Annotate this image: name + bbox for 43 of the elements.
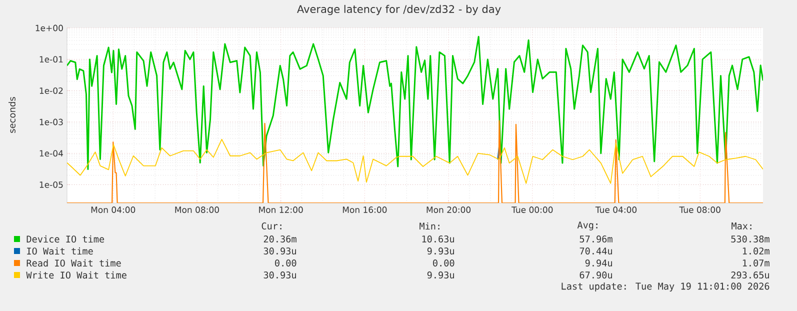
legend-label: Read IO Wait time	[26, 259, 121, 267]
legend-label: Device IO time	[26, 235, 104, 243]
text: 30.93u	[264, 247, 296, 255]
text: 530.38m	[731, 235, 770, 243]
chart-title: Average latency for /dev/zd32 - by day	[297, 4, 501, 16]
line-series	[67, 36, 764, 170]
y-axis-title: seconds	[8, 97, 16, 133]
text: 1.02m	[742, 247, 770, 255]
x-tick-label: Mon 12:00	[259, 206, 303, 213]
x-tick-label: Tue 04:00	[595, 206, 637, 213]
legend-label: Write IO Wait time	[26, 271, 126, 279]
text: 10.63u	[422, 235, 454, 243]
y-tick-label: 1e-05	[40, 181, 63, 188]
x-tick-label: Mon 20:00	[426, 206, 471, 213]
x-tick-label: Tue 00:00	[512, 206, 553, 213]
text: 9.93u	[427, 247, 454, 255]
text: 57.96m	[580, 235, 612, 243]
x-tick-label: Mon 04:00	[91, 206, 136, 213]
y-tick-label: 1e-01	[40, 56, 63, 63]
text: 30.93u	[264, 271, 296, 279]
text: Min:	[420, 222, 440, 230]
text: 9.94u	[585, 259, 612, 267]
legend-label: IO Wait time	[27, 247, 93, 255]
y-tick-label: 1e-04	[40, 150, 63, 157]
x-tick-label: Tue 08:00	[679, 206, 720, 213]
x-tick-label: Mon 16:00	[342, 206, 387, 213]
text: Avg:	[577, 222, 598, 230]
text: 293.65u	[731, 271, 769, 279]
x-tick-label: Mon 08:00	[175, 206, 219, 213]
text: 0.00	[433, 259, 454, 267]
text: 67.90u	[580, 271, 612, 279]
text: 1.07m	[742, 259, 770, 267]
y-tick-label: 1e-02	[40, 87, 63, 94]
text: 70.44u	[580, 247, 612, 255]
text: Cur:	[262, 222, 282, 230]
y-tick-label: 1e-03	[40, 118, 63, 126]
text: Max:	[732, 222, 752, 230]
text: 20.36m	[264, 235, 296, 243]
line-series	[67, 138, 764, 184]
text: 0.00	[275, 259, 296, 267]
y-tick-label: 1e+00	[36, 24, 63, 32]
text: Last update: Tue May 19 11:01:00 2026	[562, 282, 770, 292]
text: 9.93u	[427, 271, 454, 279]
